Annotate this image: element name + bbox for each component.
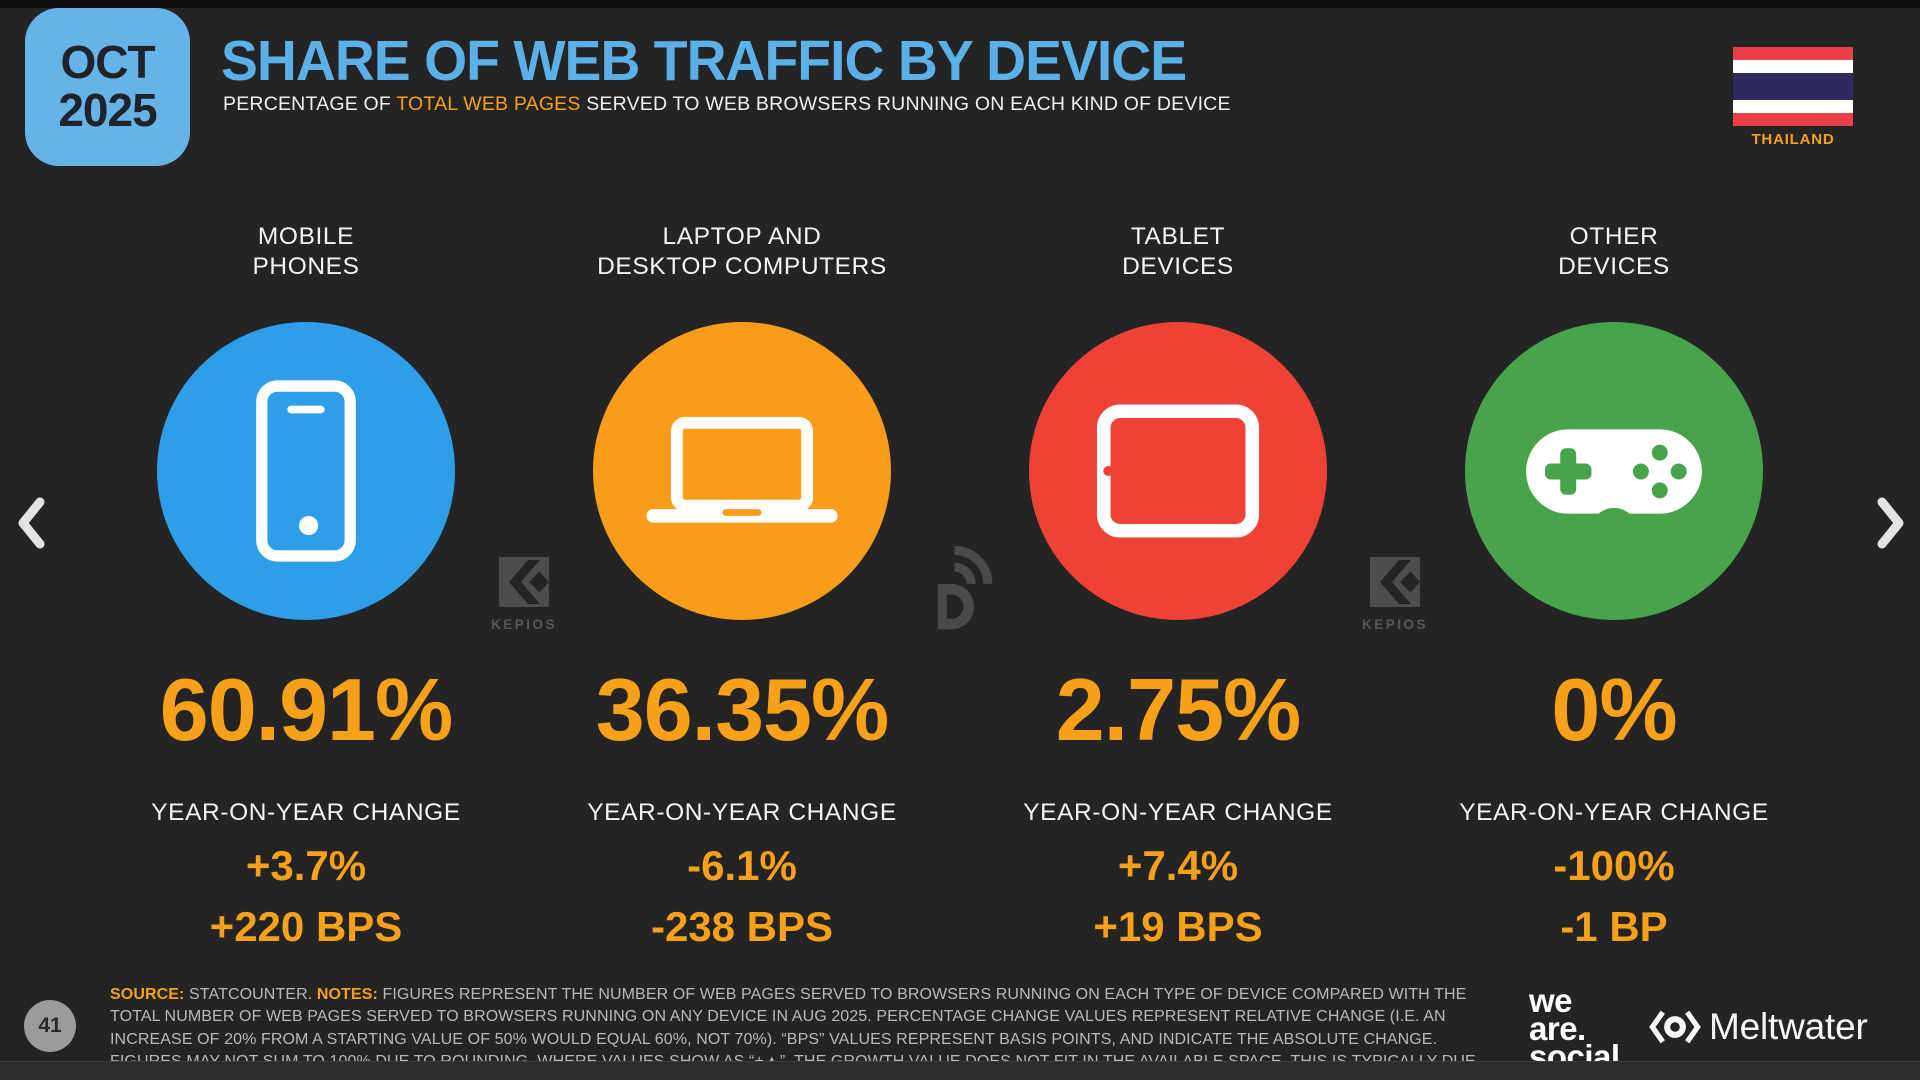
datareportal-logo-icon — [937, 546, 993, 630]
slide-top-edge — [0, 0, 1920, 8]
kepios-logo-icon — [1370, 557, 1420, 607]
share-value: 60.91% — [159, 660, 453, 759]
game-controller-icon — [1526, 428, 1702, 526]
category-label: TABLET DEVICES — [960, 222, 1396, 286]
column-mobile-phones: MOBILE PHONES 60.91% YEAR-ON-YEAR CHANGE… — [88, 185, 524, 948]
kepios-watermark-label: KEPIOS — [490, 617, 557, 632]
yoy-percent: -6.1% — [687, 841, 797, 889]
share-value: 36.35% — [595, 660, 889, 759]
page-number: 41 — [38, 1014, 62, 1037]
tablet-icon — [1096, 404, 1260, 538]
subtitle-prefix: PERCENTAGE OF — [223, 93, 397, 115]
category-label-line1: MOBILE — [257, 223, 355, 250]
kepios-watermark: KEPIOS — [469, 557, 579, 632]
stat-columns: MOBILE PHONES 60.91% YEAR-ON-YEAR CHANGE… — [88, 185, 1832, 948]
meltwater-wordmark: Meltwater — [1709, 1006, 1868, 1047]
category-label: LAPTOP AND DESKTOP COMPUTERS — [524, 222, 960, 286]
page-title: SHARE OF WEB TRAFFIC BY DEVICE — [221, 29, 1187, 93]
column-other-devices: OTHER DEVICES 0% YEAR-ON-YEAR C — [1396, 185, 1832, 948]
we-are-social-line1: we — [1529, 982, 1573, 1019]
yoy-label: YEAR-ON-YEAR CHANGE — [1459, 799, 1769, 826]
category-label-line1: OTHER — [1569, 223, 1659, 250]
yoy-percent: +7.4% — [1117, 841, 1239, 889]
yoy-bps: -1 BP — [1560, 902, 1668, 950]
category-label-line2: PHONES — [252, 253, 360, 281]
datareportal-watermark — [924, 546, 1000, 645]
category-label-line2: DESKTOP COMPUTERS — [597, 253, 887, 281]
kepios-watermark-label: KEPIOS — [1361, 617, 1428, 632]
meltwater-logo: Meltwater — [1648, 1006, 1868, 1048]
yoy-label: YEAR-ON-YEAR CHANGE — [1023, 799, 1333, 826]
flag-stripe-white-top — [1733, 60, 1853, 74]
category-circle — [157, 322, 455, 620]
category-label-line1: TABLET — [1130, 223, 1226, 250]
category-label-line2: DEVICES — [1558, 253, 1670, 281]
subtitle-suffix: SERVED TO WEB BROWSERS RUNNING ON EACH K… — [580, 93, 1231, 115]
yoy-bps: +19 BPS — [1093, 902, 1263, 950]
yoy-label: YEAR-ON-YEAR CHANGE — [151, 799, 461, 826]
flag-stripe-navy — [1733, 73, 1853, 100]
flag-stripe-red-top — [1733, 47, 1853, 61]
category-label-line1: LAPTOP AND — [662, 223, 822, 250]
source-text: STATCOUNTER. — [184, 986, 317, 1003]
meltwater-logo-icon — [1649, 1010, 1701, 1044]
date-badge-year: 2025 — [58, 84, 157, 136]
we-are-social-logo: we are. social — [1529, 982, 1620, 1073]
category-circle — [1465, 322, 1763, 620]
yoy-label: YEAR-ON-YEAR CHANGE — [587, 799, 897, 826]
chevron-right-icon — [1877, 497, 1904, 549]
category-circle — [593, 322, 891, 620]
page-number-badge: 41 — [24, 1000, 76, 1052]
kepios-logo-icon — [499, 557, 549, 607]
yoy-bps: -238 BPS — [650, 902, 834, 950]
yoy-percent: +3.7% — [245, 841, 367, 889]
date-badge: OCT 2025 — [25, 8, 190, 166]
chevron-left-icon — [18, 497, 45, 549]
category-label: MOBILE PHONES — [88, 222, 524, 286]
source-label: SOURCE: — [110, 986, 185, 1003]
category-label: OTHER DEVICES — [1396, 222, 1832, 286]
yoy-bps: +220 BPS — [209, 902, 403, 950]
category-label-line2: DEVICES — [1122, 253, 1234, 281]
we-are-social-line2: are. — [1529, 1010, 1586, 1048]
date-badge-month: OCT — [60, 36, 155, 89]
next-slide-button[interactable] — [1876, 497, 1906, 554]
share-value: 0% — [1551, 660, 1677, 759]
laptop-icon — [646, 416, 838, 523]
flag-stripe-white-bottom — [1733, 99, 1853, 113]
column-laptop-desktop: LAPTOP AND DESKTOP COMPUTERS 36.35% YEAR… — [524, 185, 960, 948]
thailand-flag — [1733, 47, 1853, 127]
kepios-watermark: KEPIOS — [1340, 557, 1450, 632]
yoy-percent: -100% — [1553, 841, 1675, 889]
category-circle — [1029, 322, 1327, 620]
country-label: THAILAND — [1751, 131, 1835, 148]
smartphone-icon — [256, 380, 356, 562]
page-subtitle: PERCENTAGE OF TOTAL WEB PAGES SERVED TO … — [223, 93, 1231, 116]
share-value: 2.75% — [1055, 660, 1302, 759]
prev-slide-button[interactable] — [16, 497, 46, 554]
flag-stripe-red-bottom — [1733, 112, 1853, 127]
slide-bottom-edge — [0, 1061, 1920, 1080]
column-tablet: TABLET DEVICES 2.75% YEAR-ON-YEAR CHANGE… — [960, 185, 1396, 948]
notes-label: NOTES: — [316, 986, 378, 1003]
subtitle-highlight: TOTAL WEB PAGES — [396, 93, 581, 115]
